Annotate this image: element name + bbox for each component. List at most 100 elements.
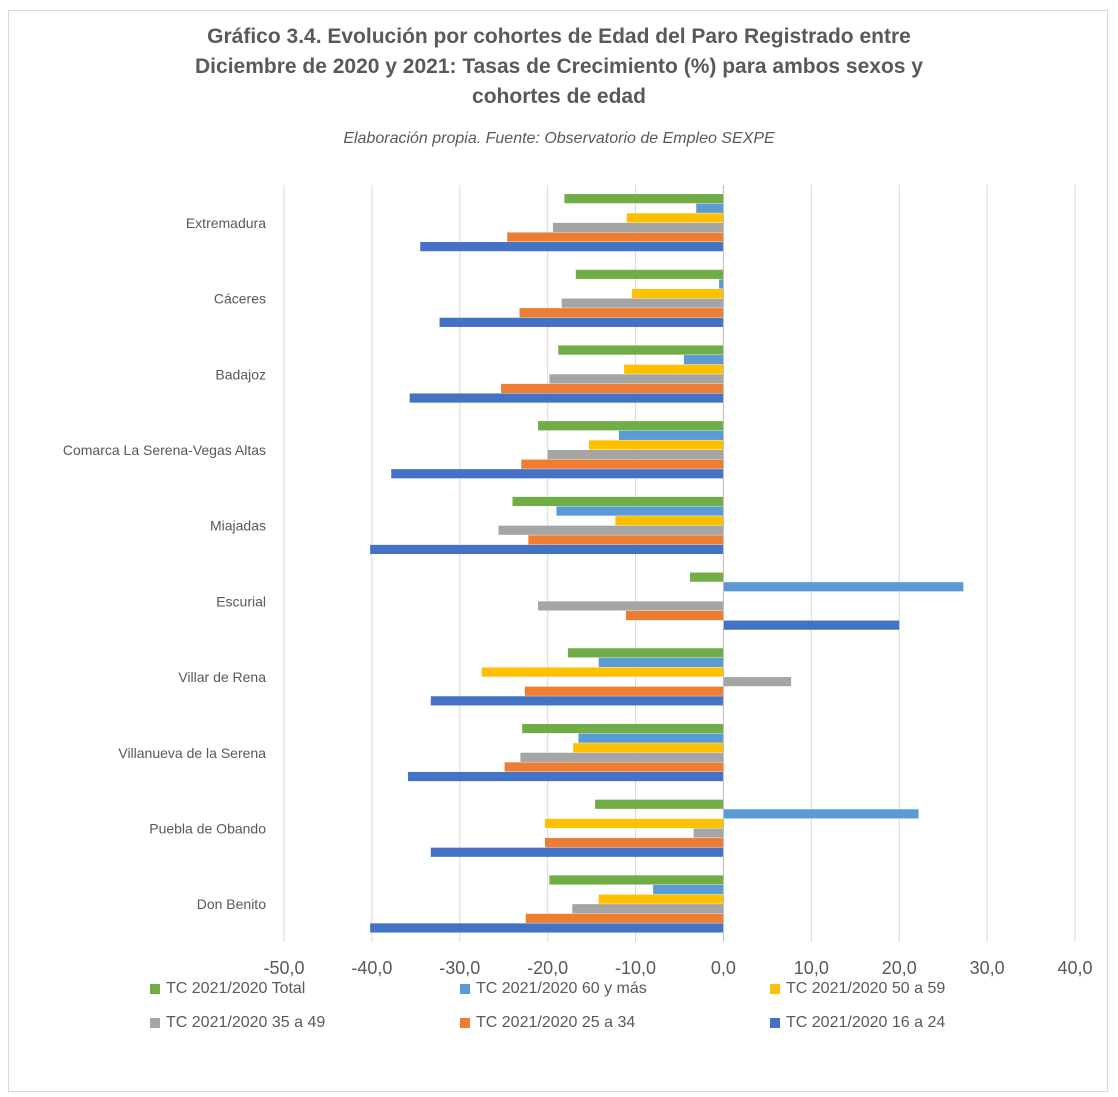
x-tick-label: 40,0 <box>1057 958 1092 978</box>
bar <box>498 525 724 535</box>
x-tick-label: 0,0 <box>711 958 736 978</box>
category-label: Cáceres <box>214 291 266 307</box>
bar <box>567 648 724 658</box>
bar <box>558 345 724 355</box>
legend-item: TC 2021/2020 60 y más <box>460 980 770 998</box>
bar <box>501 383 724 394</box>
category-label: Miajadas <box>210 518 266 534</box>
legend-label: TC 2021/2020 16 a 24 <box>786 1014 946 1031</box>
legend-swatch <box>150 1018 160 1028</box>
category-label: Villar de Rena <box>178 669 266 685</box>
bar <box>537 421 724 431</box>
category-label: Comarca La Serena-Vegas Altas <box>63 442 266 458</box>
x-tick-label: 20,0 <box>882 958 917 978</box>
legend-swatch <box>770 984 780 994</box>
bar <box>547 449 724 460</box>
bar <box>615 516 724 526</box>
bar <box>578 733 724 743</box>
bar <box>653 884 724 895</box>
bar <box>409 393 724 403</box>
category-label: Extremadura <box>186 215 266 231</box>
bar <box>420 242 724 252</box>
bar <box>573 743 724 753</box>
bar <box>598 894 724 904</box>
bar <box>723 620 900 630</box>
bar <box>521 459 724 469</box>
x-tick-label: -40,0 <box>351 958 392 978</box>
bar <box>481 667 724 677</box>
bar <box>575 269 724 279</box>
bar <box>407 771 724 782</box>
legend-label: TC 2021/2020 35 a 49 <box>166 1014 326 1031</box>
legend-swatch <box>460 984 470 994</box>
bar <box>537 601 724 611</box>
bar <box>626 213 724 223</box>
legend-item: TC 2021/2020 Total <box>150 980 460 998</box>
bar <box>556 506 724 516</box>
legend-label: TC 2021/2020 Total <box>166 980 306 997</box>
x-tick-label: 30,0 <box>970 958 1005 978</box>
bar <box>723 809 919 819</box>
chart-title: Gráfico 3.4. Evolución por cohortes de E… <box>0 22 1118 112</box>
x-tick-label: -20,0 <box>527 958 568 978</box>
bar <box>519 308 724 318</box>
legend-item: TC 2021/2020 16 a 24 <box>770 1014 1050 1032</box>
chart-subtitle: Elaboración propia. Fuente: Observatorio… <box>343 130 775 147</box>
bar <box>564 194 724 204</box>
category-label: Escurial <box>216 593 266 609</box>
bar <box>723 677 792 687</box>
bar <box>430 847 724 857</box>
chart-title-line-2: Diciembre de 2020 y 2021: Tasas de Creci… <box>195 55 923 78</box>
bar <box>370 544 724 555</box>
bar <box>723 582 964 592</box>
bar <box>719 279 724 289</box>
x-tick-label: -30,0 <box>439 958 480 978</box>
legend-label: TC 2021/2020 50 a 59 <box>786 980 946 997</box>
bar <box>595 799 724 809</box>
legend-label: TC 2021/2020 25 a 34 <box>476 1014 636 1031</box>
bar <box>439 317 724 327</box>
bar <box>552 222 724 233</box>
legend-label: TC 2021/2020 60 y más <box>476 980 647 997</box>
x-tick-label: -10,0 <box>615 958 656 978</box>
category-label: Villanueva de la Serena <box>118 745 266 761</box>
bar <box>524 686 724 696</box>
bar <box>561 298 724 308</box>
bar <box>522 723 724 734</box>
bar <box>545 838 724 848</box>
bar <box>549 875 724 885</box>
bar <box>618 430 724 440</box>
bar <box>525 913 724 923</box>
bar <box>430 696 724 706</box>
x-tick-label: -50,0 <box>263 958 304 978</box>
chart-title-line-1: Gráfico 3.4. Evolución por cohortes de E… <box>207 25 911 48</box>
legend-swatch <box>460 1018 470 1028</box>
bar <box>520 752 724 762</box>
bar <box>683 355 724 365</box>
category-label: Puebla de Obando <box>149 820 266 836</box>
bar <box>598 657 724 668</box>
bar <box>588 440 724 450</box>
bar <box>624 364 724 374</box>
bar <box>507 232 724 242</box>
bar <box>528 535 724 545</box>
legend-item: TC 2021/2020 35 a 49 <box>150 1014 460 1032</box>
x-tick-label: 10,0 <box>794 958 829 978</box>
legend-swatch <box>150 984 160 994</box>
bar <box>370 923 724 933</box>
bar <box>504 762 724 772</box>
bar <box>690 572 724 582</box>
bar <box>512 496 724 507</box>
legend-swatch <box>770 1018 780 1028</box>
category-label: Don Benito <box>197 896 266 912</box>
bar <box>391 469 724 479</box>
bar <box>693 828 724 838</box>
bar <box>545 818 724 829</box>
category-label: Badajoz <box>215 366 266 382</box>
bar <box>632 288 724 299</box>
legend-item: TC 2021/2020 50 a 59 <box>770 980 1050 998</box>
chart-title-line-3: cohortes de edad <box>472 85 646 108</box>
bar <box>572 904 724 914</box>
chart-legend: TC 2021/2020 Total TC 2021/2020 60 y más T… <box>150 980 1050 1032</box>
